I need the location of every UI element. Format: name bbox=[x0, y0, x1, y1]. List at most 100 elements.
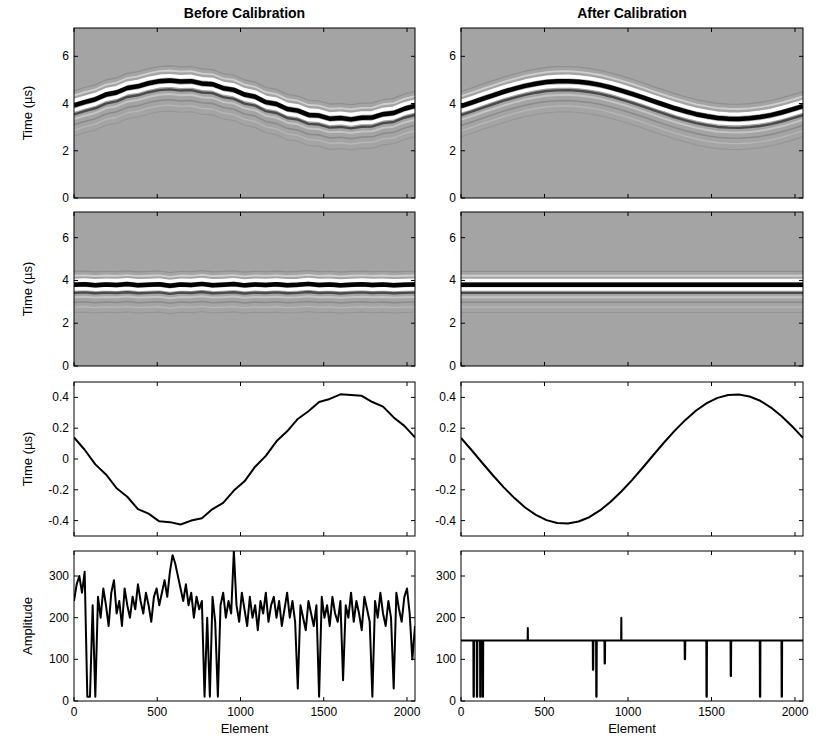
wavelet-band bbox=[74, 271, 415, 273]
x-tick bbox=[157, 697, 158, 701]
y-tick bbox=[461, 56, 465, 57]
y-tick bbox=[799, 701, 803, 702]
y-tick bbox=[411, 489, 415, 490]
x-tick bbox=[461, 28, 462, 32]
x-tick bbox=[74, 382, 75, 386]
y-tick bbox=[799, 323, 803, 324]
y-tick bbox=[461, 366, 465, 367]
x-tick bbox=[323, 697, 324, 701]
x-tick bbox=[461, 551, 462, 555]
y-tick-label: 0 bbox=[62, 191, 69, 205]
x-tick bbox=[74, 212, 75, 216]
y-tick-label: -0.2 bbox=[435, 483, 456, 497]
x-tick bbox=[407, 28, 408, 32]
x-tick bbox=[461, 212, 462, 216]
y-tick-label: 2 bbox=[62, 316, 69, 330]
x-tick bbox=[240, 551, 241, 555]
y-axis-title: Time (µs) bbox=[20, 432, 35, 487]
x-tick bbox=[544, 28, 545, 32]
y-tick-label: 4 bbox=[449, 97, 456, 111]
x-tick bbox=[794, 28, 795, 32]
x-tick bbox=[74, 28, 75, 32]
y-tick-label: 0.4 bbox=[439, 390, 456, 404]
y-tick bbox=[411, 459, 415, 460]
x-tick bbox=[627, 532, 628, 536]
plot-area bbox=[74, 382, 415, 536]
x-tick bbox=[323, 551, 324, 555]
y-tick bbox=[74, 489, 78, 490]
x-tick bbox=[407, 194, 408, 198]
x-tick bbox=[407, 362, 408, 366]
plot-area bbox=[74, 551, 415, 701]
y-tick-label: 100 bbox=[49, 652, 69, 666]
x-tick bbox=[157, 212, 158, 216]
data-group bbox=[74, 551, 415, 697]
y-tick bbox=[411, 617, 415, 618]
data-group bbox=[74, 66, 415, 150]
y-tick-label: 6 bbox=[62, 49, 69, 63]
x-tick bbox=[157, 532, 158, 536]
panel-title: After Calibration bbox=[577, 5, 687, 21]
data-line bbox=[461, 618, 803, 697]
wavelet-band bbox=[461, 279, 803, 283]
x-tick bbox=[627, 382, 628, 386]
y-tick-label: 6 bbox=[449, 231, 456, 245]
x-tick bbox=[627, 28, 628, 32]
x-tick-label: 1500 bbox=[698, 705, 725, 719]
x-tick bbox=[74, 697, 75, 701]
x-tick bbox=[157, 362, 158, 366]
x-tick bbox=[323, 212, 324, 216]
y-tick bbox=[74, 56, 78, 57]
y-tick-label: 200 bbox=[49, 611, 69, 625]
x-tick bbox=[711, 28, 712, 32]
x-tick bbox=[461, 194, 462, 198]
x-tick bbox=[323, 532, 324, 536]
x-tick bbox=[157, 551, 158, 555]
y-tick bbox=[461, 323, 465, 324]
panel: 0246Before CalibrationTime (µs) bbox=[20, 5, 415, 205]
panel: 0246Time (µs) bbox=[20, 212, 415, 373]
x-tick bbox=[544, 697, 545, 701]
plot-area bbox=[461, 382, 803, 536]
x-tick bbox=[711, 532, 712, 536]
panel: 05001000150020000100200300Element bbox=[436, 551, 809, 736]
data-group bbox=[461, 618, 803, 697]
y-tick bbox=[799, 489, 803, 490]
data-group bbox=[461, 394, 803, 523]
y-axis-title: Time (µs) bbox=[20, 262, 35, 317]
y-tick bbox=[799, 459, 803, 460]
x-tick bbox=[544, 212, 545, 216]
wavelet-band bbox=[461, 287, 803, 290]
frame bbox=[461, 382, 803, 536]
y-tick bbox=[411, 237, 415, 238]
x-tick-label: 0 bbox=[71, 705, 78, 719]
y-tick bbox=[461, 701, 465, 702]
y-tick bbox=[799, 280, 803, 281]
frame bbox=[74, 382, 415, 536]
x-tick bbox=[627, 194, 628, 198]
y-tick bbox=[799, 237, 803, 238]
y-tick-label: 6 bbox=[449, 49, 456, 63]
panel-title: Before Calibration bbox=[184, 5, 305, 21]
wavelet-band bbox=[74, 288, 415, 290]
y-tick-label: 4 bbox=[449, 273, 456, 287]
x-tick-label: 1000 bbox=[227, 705, 254, 719]
y-tick bbox=[74, 520, 78, 521]
y-tick-label: 300 bbox=[436, 569, 456, 583]
y-tick-label: 0 bbox=[449, 694, 456, 708]
y-tick bbox=[74, 397, 78, 398]
x-tick bbox=[157, 194, 158, 198]
y-tick bbox=[411, 366, 415, 367]
x-tick bbox=[794, 362, 795, 366]
y-tick-label: -0.4 bbox=[48, 514, 69, 528]
y-tick bbox=[411, 280, 415, 281]
x-axis-title: Element bbox=[221, 721, 269, 736]
x-tick bbox=[627, 551, 628, 555]
x-tick bbox=[407, 697, 408, 701]
wavefront bbox=[461, 282, 803, 287]
wavelet-band bbox=[461, 307, 803, 308]
y-tick-label: 0 bbox=[62, 452, 69, 466]
y-tick bbox=[461, 659, 465, 660]
y-tick bbox=[74, 280, 78, 281]
y-tick bbox=[411, 198, 415, 199]
